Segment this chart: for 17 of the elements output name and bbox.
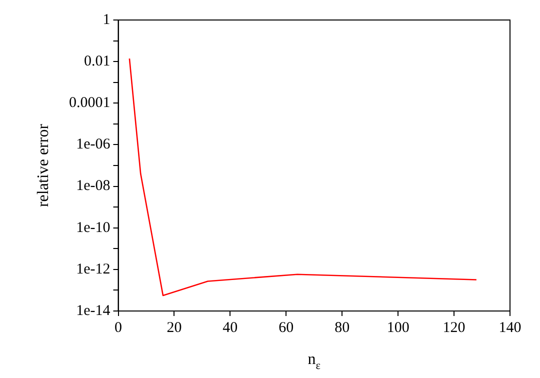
x-tick-label: 140 [498,320,522,336]
y-tick-label: 1 [102,12,110,28]
x-tick-label: 60 [278,320,294,336]
x-tick-label: 20 [166,320,182,336]
x-tick-label: 120 [442,320,466,336]
y-tick-label: 1e-12 [76,261,110,278]
y-tick-label: 1e-10 [76,220,110,236]
y-axis-title: relative error [35,123,52,208]
y-tick-label: 0.0001 [69,95,110,112]
y-tick-label: 1e-08 [76,178,110,194]
x-tick-label: 40 [222,320,238,336]
x-tick-label: 100 [386,320,410,336]
y-tick-label: 1e-14 [76,302,111,319]
x-tick-label: 80 [334,320,350,336]
y-tick-label: 0.01 [84,54,110,70]
x-tick-label: 0 [114,320,122,336]
y-tick-label: 1e-06 [76,136,111,153]
